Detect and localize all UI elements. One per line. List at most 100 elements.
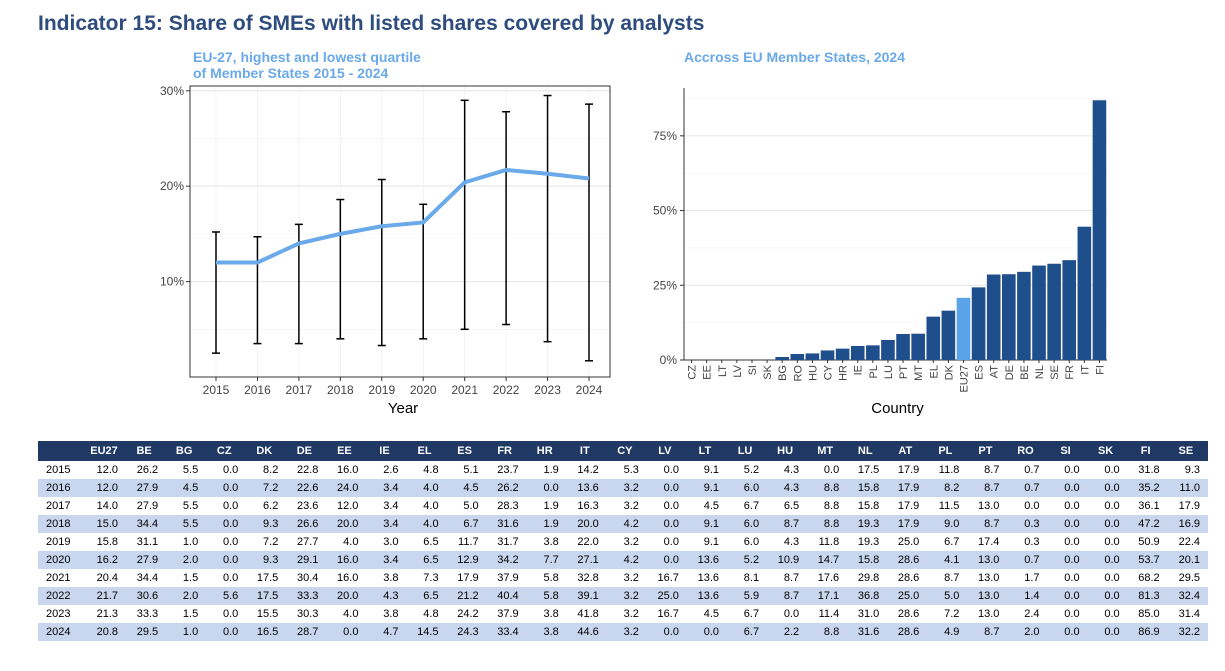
- right-x-tick-label: LU: [883, 365, 895, 379]
- bar-de: [1002, 274, 1016, 360]
- right-y-tick-label: 75%: [653, 129, 677, 143]
- table-row: 2024 20.8 29.5 1.0 0.0 16.5 28.7 0.0 4.7 14.5 24.3…: [38, 623, 1208, 641]
- table-cell: 34.4: [126, 515, 167, 533]
- bar-fi: [1092, 100, 1107, 360]
- table-cell-year: 2020: [38, 551, 86, 569]
- table-cell: 8.7: [967, 461, 1008, 479]
- right-x-tick-label: IT: [1079, 365, 1091, 375]
- table-cell: 4.3: [767, 533, 808, 551]
- table-cell: 0.0: [1087, 461, 1128, 479]
- table-cell: 32.2: [1167, 623, 1208, 641]
- table-body: 2015 12.0 26.2 5.5 0.0 8.2 22.8 16.0 2.6 4.8 5.1 23…: [38, 461, 1208, 641]
- table-cell: 0.0: [646, 533, 687, 551]
- table-cell: 85.0: [1127, 605, 1168, 623]
- table-cell: 53.7: [1127, 551, 1168, 569]
- table-cell: 0.0: [1047, 569, 1088, 587]
- table-cell: 23.7: [486, 461, 527, 479]
- table-cell: 23.6: [286, 497, 327, 515]
- table-cell-year: 2024: [38, 623, 86, 641]
- table-cell: 5.3: [606, 461, 647, 479]
- table-cell: 7.7: [526, 551, 567, 569]
- table-cell: 35.2: [1127, 479, 1168, 497]
- right-y-tick-label: 0%: [660, 353, 678, 367]
- right-y-tick-label: 50%: [653, 204, 677, 218]
- table-cell: 0.0: [526, 479, 567, 497]
- table-cell: 4.5: [166, 479, 207, 497]
- table-cell: 3.8: [366, 605, 407, 623]
- table-header-ro: RO: [1007, 441, 1048, 461]
- table-cell: 13.6: [686, 551, 727, 569]
- data-table: EU27 BE BG CZ DK DE EE IE EL ES FR HR IT CY LV LT LU HU MT…: [38, 441, 1208, 641]
- table-cell: 68.2: [1127, 569, 1168, 587]
- table-header-it: IT: [566, 441, 607, 461]
- left-x-tick-label: 2019: [368, 383, 395, 397]
- bar-hr: [835, 348, 850, 360]
- left-chart-title-line2: of Member States 2015 - 2024: [193, 65, 389, 81]
- table-cell: 8.7: [767, 569, 808, 587]
- page-title: Indicator 15: Share of SMEs with listed …: [38, 12, 705, 35]
- right-x-tick-label: DK: [943, 364, 955, 380]
- table-header-cz: CZ: [206, 441, 247, 461]
- table-cell: 15.8: [847, 479, 888, 497]
- table-cell: 9.1: [686, 515, 727, 533]
- table-cell: 3.4: [366, 497, 407, 515]
- table-cell: 4.5: [686, 605, 727, 623]
- table-cell: 13.6: [566, 479, 607, 497]
- table-cell: 9.1: [686, 533, 727, 551]
- table-cell: 0.7: [1007, 461, 1048, 479]
- table-cell: 14.0: [86, 497, 127, 515]
- bar-dk: [941, 310, 956, 360]
- table-cell: 15.8: [86, 533, 127, 551]
- left-chart-title-line1: EU-27, highest and lowest quartile: [193, 49, 421, 65]
- table-cell: 8.2: [246, 461, 287, 479]
- table-header-hr: HR: [526, 441, 567, 461]
- table-cell: 32.8: [566, 569, 607, 587]
- table-cell: 8.8: [807, 515, 848, 533]
- table-cell: 7.2: [246, 479, 287, 497]
- table-header-el: EL: [406, 441, 447, 461]
- table-cell: 0.0: [206, 497, 247, 515]
- table-cell: 11.4: [807, 605, 848, 623]
- table-cell: 0.0: [1047, 551, 1088, 569]
- table-cell: 5.5: [166, 461, 207, 479]
- table-cell: 28.6: [887, 551, 928, 569]
- table-cell: 0.0: [646, 515, 687, 533]
- table-cell: 26.2: [486, 479, 527, 497]
- table-cell: 11.8: [927, 461, 968, 479]
- table-cell: 20.4: [86, 569, 127, 587]
- bar-pl: [866, 345, 880, 360]
- table-cell: 16.0: [326, 461, 367, 479]
- table-cell-year: 2021: [38, 569, 86, 587]
- table-cell: 5.0: [927, 587, 968, 605]
- right-x-tick-label: NL: [1034, 365, 1046, 379]
- table-cell: 0.0: [807, 461, 848, 479]
- table-cell: 5.9: [727, 587, 768, 605]
- table-cell: 3.8: [526, 623, 567, 641]
- table-cell: 37.9: [486, 569, 527, 587]
- table-cell: 0.0: [686, 623, 727, 641]
- table-row: 2020 16.2 27.9 2.0 0.0 9.3 29.1 16.0 3.4 6.5 12.9 3…: [38, 551, 1208, 569]
- table-cell: 5.8: [526, 587, 567, 605]
- table-cell: 4.8: [406, 605, 447, 623]
- table-cell: 0.0: [1047, 515, 1088, 533]
- table-cell: 16.9: [1167, 515, 1208, 533]
- table-cell: 20.0: [566, 515, 607, 533]
- bar-it: [1077, 226, 1092, 360]
- table-cell: 6.7: [727, 605, 768, 623]
- table-header-row: EU27 BE BG CZ DK DE EE IE EL ES FR HR IT CY LV LT LU HU MT…: [38, 441, 1208, 461]
- table-cell-year: 2016: [38, 479, 86, 497]
- left-x-tick-label: 2017: [286, 383, 313, 397]
- table-header-ie: IE: [366, 441, 407, 461]
- table-cell: 6.5: [406, 551, 447, 569]
- table-cell: 6.7: [446, 515, 487, 533]
- left-x-tick-label: 2021: [451, 383, 478, 397]
- table-cell: 0.0: [1087, 497, 1128, 515]
- right-x-tick-label: EU27: [958, 365, 970, 393]
- right-x-tick-label: BG: [777, 365, 789, 381]
- table-cell: 0.7: [1007, 479, 1048, 497]
- table-cell: 0.0: [646, 479, 687, 497]
- table-cell: 1.4: [1007, 587, 1048, 605]
- right-x-tick-label: IE: [853, 365, 865, 375]
- table-cell: 5.8: [526, 569, 567, 587]
- table-cell: 0.7: [1007, 551, 1048, 569]
